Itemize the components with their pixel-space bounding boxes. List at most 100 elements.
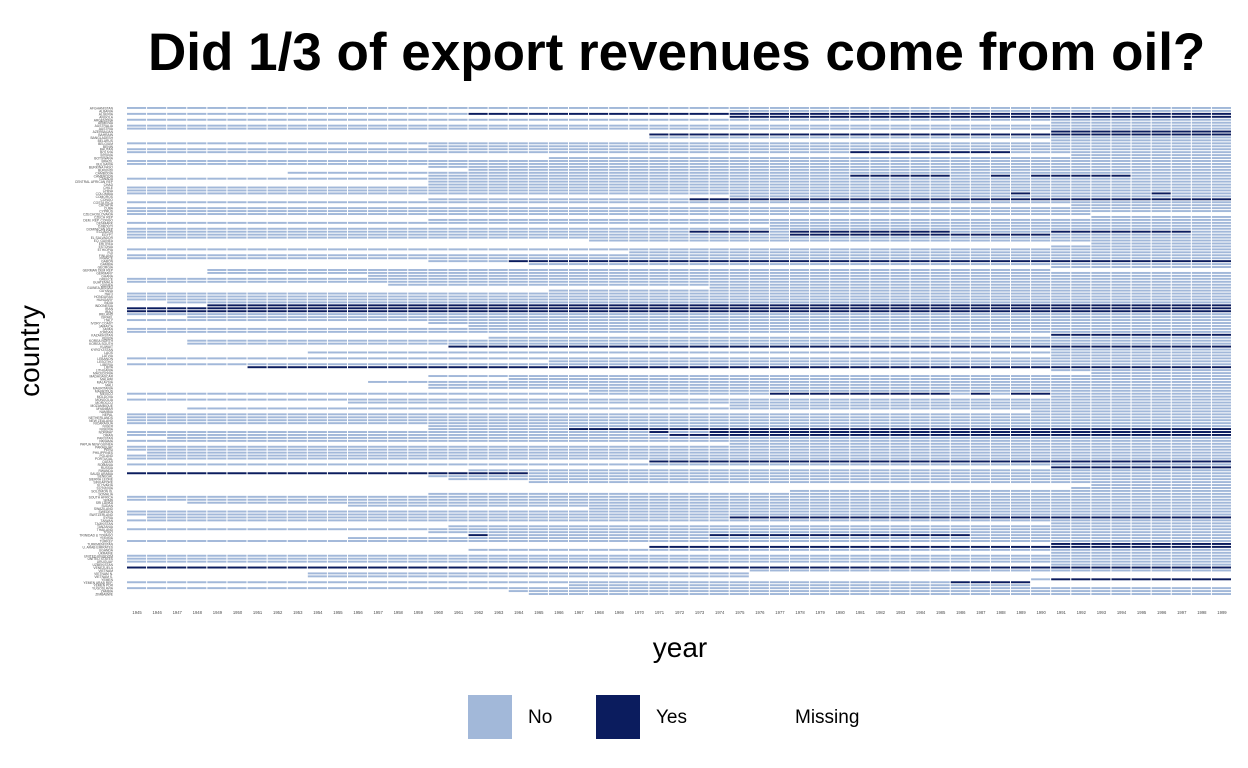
- heatmap-cell: [830, 213, 850, 215]
- heatmap-cell: [830, 322, 850, 324]
- heatmap-cell: [629, 436, 649, 439]
- heatmap-cell: [850, 392, 870, 395]
- heatmap-cell: [629, 148, 649, 151]
- heatmap-cell: [1051, 257, 1071, 260]
- heatmap-cell: [669, 289, 689, 292]
- heatmap-cell: [1111, 451, 1131, 454]
- heatmap-cell: [890, 165, 910, 168]
- heatmap-cell: [870, 230, 890, 233]
- heatmap-cell: [1011, 383, 1031, 386]
- heatmap-cell: [870, 386, 890, 389]
- heatmap-cell: [1071, 304, 1091, 307]
- heatmap-cell: [990, 118, 1010, 121]
- heatmap-cell: [1171, 398, 1191, 401]
- heatmap-cell: [1151, 130, 1171, 133]
- heatmap-cell: [307, 316, 327, 319]
- heatmap-cell: [1011, 322, 1031, 324]
- heatmap-cell: [769, 422, 789, 425]
- heatmap-cell: [990, 413, 1010, 416]
- heatmap-cell: [930, 445, 950, 448]
- heatmap-cell: [1171, 133, 1191, 136]
- heatmap-cell: [749, 201, 769, 204]
- heatmap-cell: [1091, 378, 1111, 380]
- heatmap-cell: [187, 160, 207, 162]
- heatmap-cell: [1051, 271, 1071, 274]
- heatmap-cell: [990, 386, 1010, 389]
- heatmap-cell: [348, 118, 368, 121]
- heatmap-cell: [890, 363, 910, 366]
- heatmap-cell: [508, 316, 528, 319]
- heatmap-cell: [488, 118, 508, 121]
- heatmap-cell: [227, 151, 247, 154]
- heatmap-cell: [890, 269, 910, 271]
- heatmap-cell: [147, 313, 167, 316]
- heatmap-cell: [790, 274, 810, 277]
- heatmap-cell: [1071, 186, 1091, 189]
- heatmap-cell: [609, 301, 629, 304]
- heatmap-cell: [749, 454, 769, 457]
- heatmap-cell: [870, 171, 890, 174]
- heatmap-cell: [1171, 171, 1191, 174]
- heatmap-cell: [147, 207, 167, 210]
- heatmap-cell: [1011, 248, 1031, 251]
- heatmap-cell: [348, 431, 368, 433]
- heatmap-cell: [890, 174, 910, 177]
- heatmap-cell: [669, 233, 689, 236]
- heatmap-cell: [1011, 342, 1031, 345]
- heatmap-cell: [1151, 316, 1171, 319]
- heatmap-cell: [468, 207, 488, 210]
- heatmap-cell: [950, 189, 970, 192]
- heatmap-cell: [930, 157, 950, 160]
- heatmap-cell: [1151, 401, 1171, 404]
- heatmap-cell: [1031, 363, 1051, 366]
- heatmap-cell: [709, 319, 729, 322]
- heatmap-cell: [990, 310, 1010, 313]
- heatmap-cell: [327, 419, 347, 422]
- heatmap-cell: [649, 339, 669, 342]
- heatmap-cell: [1051, 177, 1071, 180]
- heatmap-cell: [990, 416, 1010, 419]
- heatmap-cell: [910, 345, 930, 348]
- heatmap-cell: [910, 401, 930, 404]
- heatmap-cell: [629, 422, 649, 425]
- heatmap-cell: [1031, 416, 1051, 419]
- heatmap-cell: [729, 136, 749, 139]
- heatmap-cell: [1011, 310, 1031, 313]
- heatmap-cell: [548, 248, 568, 251]
- heatmap-cell: [830, 207, 850, 210]
- heatmap-cell: [569, 445, 589, 448]
- heatmap-cell: [1151, 366, 1171, 369]
- heatmap-cell: [830, 115, 850, 118]
- heatmap-cell: [1111, 233, 1131, 236]
- heatmap-cell: [790, 271, 810, 274]
- heatmap-cell: [729, 404, 749, 407]
- heatmap-cell: [990, 145, 1010, 148]
- heatmap-cell: [448, 248, 468, 251]
- heatmap-cell: [1211, 183, 1231, 186]
- heatmap-cell: [528, 457, 548, 460]
- heatmap-cell: [1211, 151, 1231, 154]
- heatmap-cell: [327, 330, 347, 333]
- heatmap-cell: [1091, 392, 1111, 395]
- heatmap-cell: [127, 295, 147, 298]
- heatmap-cell: [207, 451, 227, 454]
- heatmap-cell: [207, 269, 227, 271]
- heatmap-cell: [227, 313, 247, 316]
- heatmap-cell: [1111, 410, 1131, 413]
- heatmap-cell: [408, 160, 428, 162]
- heatmap-cell: [167, 454, 187, 457]
- heatmap-cell: [488, 407, 508, 410]
- heatmap-cell: [870, 327, 890, 330]
- heatmap-cell: [1211, 304, 1231, 307]
- heatmap-cell: [1171, 392, 1191, 395]
- heatmap-cell: [970, 236, 990, 239]
- heatmap-cell: [749, 157, 769, 160]
- heatmap-cell: [408, 307, 428, 310]
- heatmap-cell: [1131, 357, 1151, 360]
- heatmap-cell: [890, 401, 910, 404]
- heatmap-cell: [368, 310, 388, 313]
- heatmap-cell: [1211, 348, 1231, 351]
- heatmap-cell: [769, 230, 789, 233]
- heatmap-cell: [790, 186, 810, 189]
- heatmap-cell: [769, 375, 789, 378]
